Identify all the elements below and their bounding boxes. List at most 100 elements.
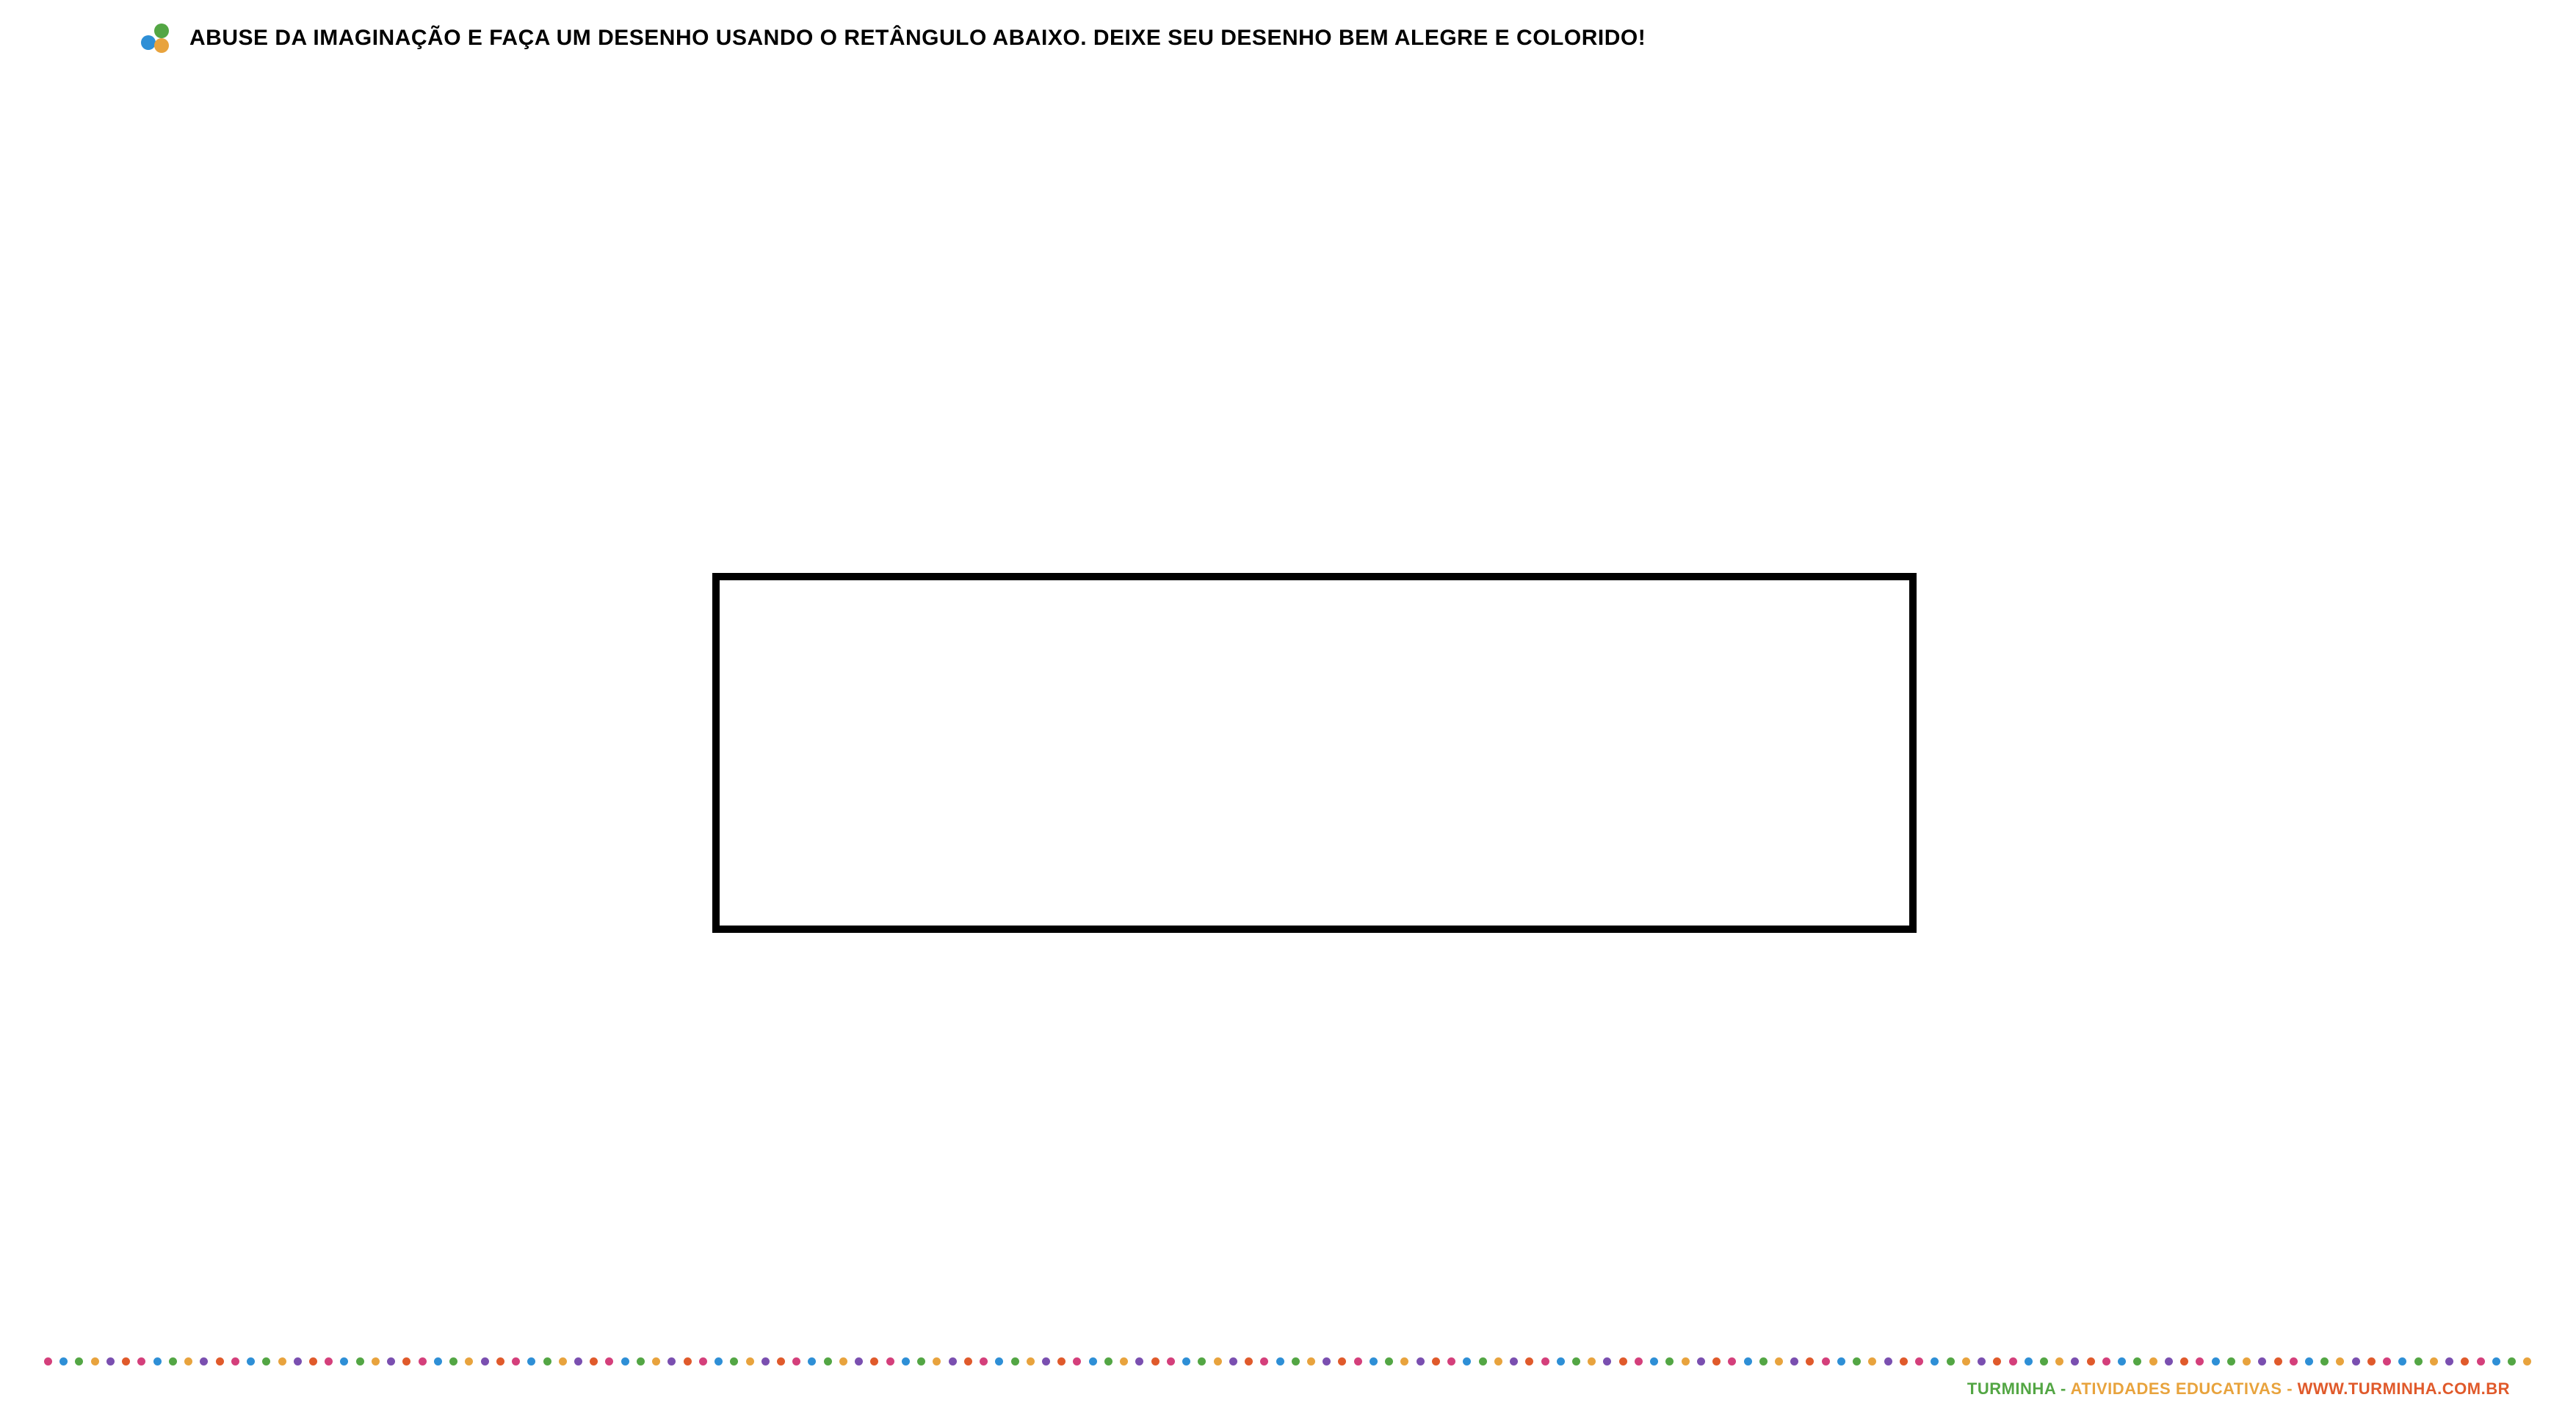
footer-credit-part: TURMINHA — [1967, 1379, 2056, 1398]
footer-dot — [309, 1357, 317, 1366]
footer-dot — [574, 1357, 582, 1366]
footer-dot — [402, 1357, 410, 1366]
footer-dot — [2320, 1357, 2329, 1366]
footer-dot — [200, 1357, 208, 1366]
footer-dot — [2180, 1357, 2188, 1366]
footer-dot — [637, 1357, 645, 1366]
footer-dot — [2087, 1357, 2095, 1366]
footer-dot — [605, 1357, 613, 1366]
footer-dot — [559, 1357, 567, 1366]
footer-dot — [2398, 1357, 2406, 1366]
footer-dot — [496, 1357, 504, 1366]
footer-dot — [777, 1357, 785, 1366]
footer-dot — [91, 1357, 99, 1366]
footer-dot — [169, 1357, 177, 1366]
footer-dot — [216, 1357, 224, 1366]
worksheet-header: ABUSE DA IMAGINAÇÃO E FAÇA UM DESENHO US… — [140, 22, 2532, 54]
footer-dot — [2414, 1357, 2423, 1366]
footer-dot — [2336, 1357, 2344, 1366]
footer-dot — [995, 1357, 1003, 1366]
footer-dot — [1214, 1357, 1222, 1366]
footer-dot — [1027, 1357, 1035, 1366]
footer-dot — [340, 1357, 348, 1366]
footer-dot — [44, 1357, 52, 1366]
footer-dot — [949, 1357, 957, 1366]
footer-dot — [1947, 1357, 1955, 1366]
footer-dot — [1151, 1357, 1159, 1366]
footer-dot — [2492, 1357, 2500, 1366]
footer-dot — [1245, 1357, 1253, 1366]
footer-dot — [1619, 1357, 1627, 1366]
footer-dot — [1759, 1357, 1768, 1366]
footer-dot — [2071, 1357, 2079, 1366]
footer-dot — [792, 1357, 800, 1366]
footer-dot — [1931, 1357, 1939, 1366]
footer-dot — [325, 1357, 333, 1366]
footer-dot — [1057, 1357, 1066, 1366]
footer-dot — [2352, 1357, 2360, 1366]
footer-dot — [1104, 1357, 1112, 1366]
footer-dot — [59, 1357, 68, 1366]
footer-credit-part: WWW.TURMINHA.COM.BR — [2298, 1379, 2510, 1398]
footer-dot — [75, 1357, 83, 1366]
footer-dot — [855, 1357, 863, 1366]
footer-dot — [870, 1357, 878, 1366]
footer-dot — [808, 1357, 816, 1366]
footer-dot — [1915, 1357, 1923, 1366]
footer-dot — [699, 1357, 707, 1366]
footer-dot — [1229, 1357, 1237, 1366]
instruction-text: ABUSE DA IMAGINAÇÃO E FAÇA UM DESENHO US… — [189, 26, 1646, 51]
footer-dot — [356, 1357, 364, 1366]
footer-dot — [2243, 1357, 2251, 1366]
footer-dot — [153, 1357, 162, 1366]
footer-dot — [1884, 1357, 1892, 1366]
footer-dot — [761, 1357, 770, 1366]
footer-dot — [2523, 1357, 2531, 1366]
footer-dot — [2009, 1357, 2017, 1366]
footer-dot — [1712, 1357, 1721, 1366]
footer-dot — [2461, 1357, 2469, 1366]
footer-dot — [1993, 1357, 2001, 1366]
footer-dot — [2290, 1357, 2298, 1366]
footer-dot — [122, 1357, 130, 1366]
footer-dot — [1417, 1357, 1425, 1366]
footer-credit-part: - — [2055, 1379, 2070, 1398]
footer-dot — [1510, 1357, 1518, 1366]
footer-dot — [2477, 1357, 2485, 1366]
footer-dot — [1665, 1357, 1674, 1366]
footer-credit-part: - — [2282, 1379, 2298, 1398]
footer-dot — [1775, 1357, 1783, 1366]
footer-dot — [1682, 1357, 1690, 1366]
footer-dot — [2149, 1357, 2157, 1366]
footer-dot — [1525, 1357, 1533, 1366]
footer-dot — [1978, 1357, 1986, 1366]
footer-dot — [1697, 1357, 1705, 1366]
footer-dot — [1167, 1357, 1175, 1366]
footer-dot — [2165, 1357, 2173, 1366]
footer-dot — [2055, 1357, 2063, 1366]
footer-dot — [543, 1357, 551, 1366]
footer-dot — [231, 1357, 239, 1366]
footer-dot — [294, 1357, 302, 1366]
footer-dot — [1260, 1357, 1268, 1366]
drawing-rectangle — [712, 573, 1917, 933]
footer-dot — [2508, 1357, 2516, 1366]
footer-dot — [1603, 1357, 1611, 1366]
footer-dot — [667, 1357, 676, 1366]
footer-dot — [278, 1357, 286, 1366]
footer-dot — [1276, 1357, 1284, 1366]
footer-dot — [917, 1357, 925, 1366]
footer-credit: TURMINHA - ATIVIDADES EDUCATIVAS - WWW.T… — [1967, 1379, 2510, 1399]
footer-dot — [184, 1357, 192, 1366]
footer-dot — [2227, 1357, 2235, 1366]
footer-dot — [2040, 1357, 2048, 1366]
footer-dot — [1135, 1357, 1143, 1366]
footer-dot — [1463, 1357, 1471, 1366]
footer-dot — [652, 1357, 660, 1366]
footer-dot — [449, 1357, 457, 1366]
footer-dot — [1432, 1357, 1440, 1366]
footer-dot — [1120, 1357, 1128, 1366]
logo-dots-icon — [140, 22, 172, 54]
footer-dot — [886, 1357, 894, 1366]
footer-dot — [2383, 1357, 2391, 1366]
